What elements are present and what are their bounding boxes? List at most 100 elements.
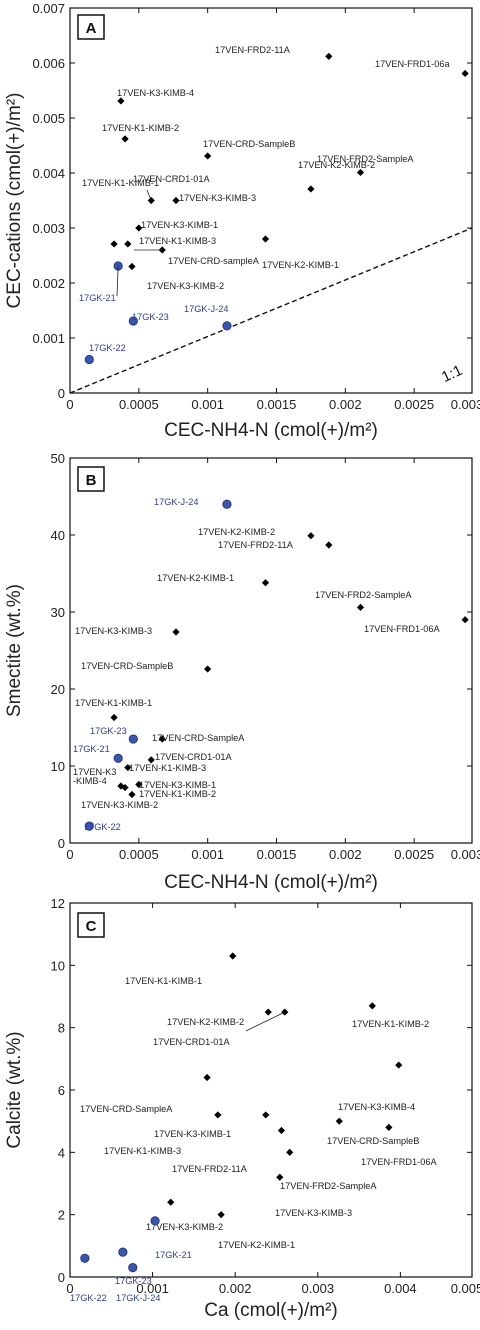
y-tick-label: 0 — [58, 1270, 65, 1285]
x-tick-label: 0.002 — [329, 847, 362, 862]
data-point-diamond — [325, 52, 333, 60]
data-point-diamond — [124, 240, 132, 248]
point-label: 17GK-J-24 — [184, 304, 228, 314]
data-point-diamond — [356, 603, 365, 611]
chart-panel-b: 0 0.0005 0.001 0.0015 0.002 0.0025 0.003 0 10 20 3… — [4, 451, 480, 893]
point-label: 17VEN-K2-KIMB-2 — [198, 527, 275, 537]
data-point-circle — [84, 821, 94, 831]
point-label: 17VEN-K3-KIMB-1 — [154, 1129, 231, 1139]
data-point-diamond — [135, 780, 143, 789]
y-tick-label: 0.003 — [32, 221, 65, 236]
point-label: 17VEN-K3-KIMB-3 — [75, 626, 152, 636]
y-tick-label: 20 — [51, 682, 65, 697]
data-point-circle — [84, 354, 94, 365]
point-label: 17VEN-K3-KIMB-1 — [141, 220, 218, 230]
point-label: 17VEN-CRD1-01A — [133, 174, 210, 184]
y-tick-label: 4 — [58, 1145, 65, 1160]
data-point-diamond — [158, 735, 166, 743]
point-label: 17VEN-K3-KIMB-2 — [147, 281, 224, 291]
x-axis-title: CEC-NH4-N (cmol(+)/m²) — [164, 872, 378, 893]
data-point-diamond — [117, 97, 125, 105]
point-label: 17VEN-K1-KIMB-1 — [82, 178, 159, 188]
point-label: 17GK-23 — [115, 1276, 152, 1286]
data-point-diamond — [461, 69, 469, 78]
data-point-diamond — [172, 628, 180, 636]
x-tick-label: 0.003 — [451, 847, 480, 862]
point-label: 17VEN-K2-KIMB-1 — [262, 260, 339, 270]
point-label: 17GK-23 — [90, 726, 127, 736]
x-tick-label: 0.0015 — [257, 847, 297, 862]
data-point-diamond — [147, 756, 155, 764]
point-label: 17VEN-K3-KIMB-3 — [179, 193, 256, 203]
point-label: 17GK-23 — [132, 312, 169, 322]
x-tick-label: 0.0025 — [394, 847, 434, 862]
y-tick-label: 0 — [58, 386, 65, 401]
x-tick-label: 0 — [66, 1281, 73, 1296]
point-label: 17VEN-FRD2-11A — [218, 540, 294, 550]
panel-letter-box — [77, 466, 105, 492]
x-axis-title: Ca (cmol(+)/m²) — [204, 1300, 338, 1321]
panel-letter: A — [86, 20, 97, 37]
data-point-diamond — [356, 168, 365, 177]
point-label: 17VEN-FRD2-11A — [172, 1164, 248, 1174]
x-axis-title: CEC-NH4-N (cmol(+)/m²) — [164, 420, 378, 441]
y-tick-label: 8 — [58, 1021, 65, 1036]
data-point-diamond — [385, 1123, 393, 1131]
y-axis-title: Smectite (wt.%) — [4, 584, 25, 717]
data-point-diamond — [261, 579, 270, 587]
data-point-diamond — [277, 1126, 286, 1135]
x-tick-label: 0 — [66, 847, 73, 862]
point-label: 17VEN-K1-KIMB-2 — [102, 123, 179, 133]
data-point-diamond — [461, 616, 469, 624]
panel-letter-box — [77, 14, 105, 40]
data-point-circle — [222, 321, 232, 331]
y-tick-label: 0.004 — [32, 166, 65, 181]
one-to-one-label: 1:1 — [439, 362, 465, 386]
data-point-circle — [128, 316, 138, 326]
point-label: 17GK-21 — [73, 744, 110, 754]
point-label: 17VEN-FRD2-11A — [215, 45, 291, 55]
data-point-diamond — [167, 1198, 175, 1206]
data-point-circle — [150, 1216, 160, 1226]
point-label: 17VEN-K2-KIMB-2 — [298, 160, 375, 170]
panel-letter: C — [86, 918, 97, 935]
point-label: 17VEN-K1-KIMB-3 — [104, 1146, 181, 1156]
x-tick-label: 0.001 — [136, 1281, 169, 1296]
x-tick-label: 0.002 — [219, 1281, 252, 1296]
data-point-diamond — [276, 1173, 284, 1181]
data-point-diamond — [172, 196, 180, 205]
y-tick-label: 6 — [58, 1083, 65, 1098]
plot-frame — [69, 902, 473, 1278]
point-label: 17GK-J-24 — [154, 497, 198, 507]
panel-letter-box — [77, 912, 105, 938]
data-point-circle — [128, 734, 138, 744]
x-tick-label: 0.003 — [302, 1281, 335, 1296]
point-label: 17VEN-CRD-SampleA — [152, 733, 245, 743]
point-label: 17VEN-CRD-SampleA — [80, 1104, 173, 1114]
data-point-diamond — [395, 1061, 403, 1069]
plot-frame — [69, 7, 473, 394]
one-to-one-line — [69, 227, 473, 394]
data-point-diamond — [121, 135, 129, 143]
data-point-diamond — [124, 763, 132, 772]
point-label: 17GK-22 — [70, 1293, 107, 1303]
data-point-diamond — [335, 1117, 343, 1125]
x-tick-label: 0.005 — [451, 1281, 480, 1296]
data-point-diamond — [214, 1111, 222, 1119]
point-label: 17GK-21 — [155, 1250, 192, 1260]
x-tick-label: 0.002 — [329, 397, 362, 412]
leader-line — [116, 265, 119, 297]
y-tick-label: 10 — [51, 759, 65, 774]
data-point-diamond — [307, 532, 315, 540]
data-point-circle — [113, 753, 123, 763]
data-point-diamond — [110, 240, 118, 248]
point-label: 17VEN-K2-KIMB-1 — [157, 573, 234, 583]
y-tick-label: 50 — [51, 451, 65, 466]
point-label: 17GK-J-24 — [116, 1293, 160, 1303]
y-tick-label: 10 — [51, 958, 65, 973]
data-point-diamond — [307, 185, 315, 193]
point-label: 17VEN-CRD-sampleA — [168, 256, 260, 266]
y-tick-label: 30 — [51, 605, 65, 620]
point-label: 17VEN-CRD1-01A — [153, 1037, 230, 1047]
x-tick-label: 0.001 — [191, 397, 224, 412]
